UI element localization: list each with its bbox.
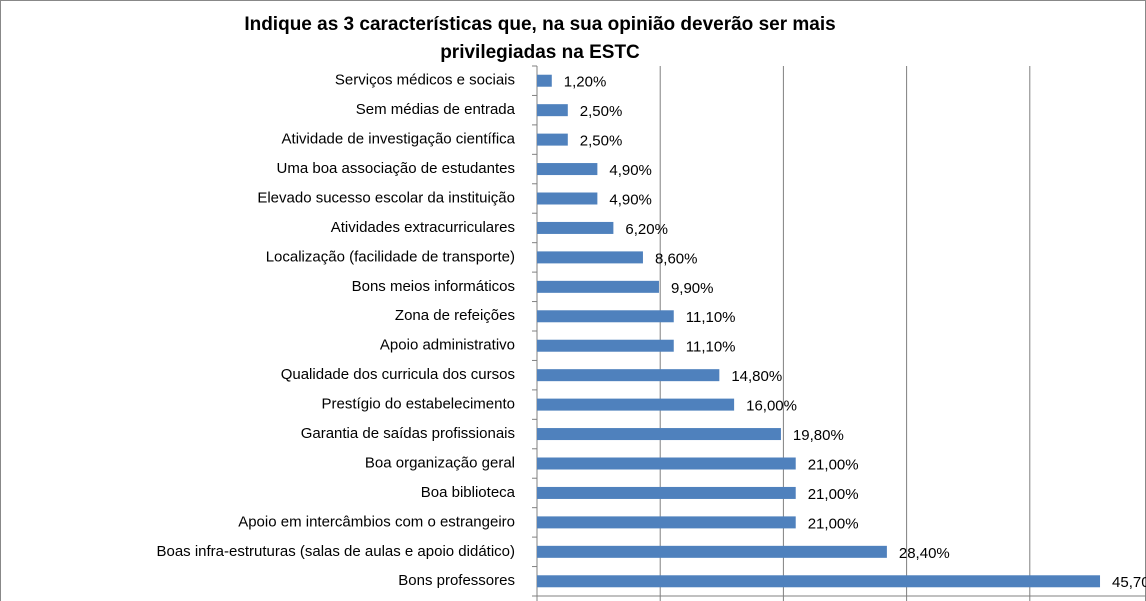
bar [537,163,598,176]
value-label: 21,00% [808,515,859,532]
bar [537,369,720,382]
y-tick-label: Serviços médicos e sociais [335,72,515,89]
value-label: 11,10% [686,339,736,356]
value-label: 14,80% [731,368,782,385]
y-tick-label: Elevado sucesso escolar da instituição [257,189,515,206]
value-label: 45,70% [1112,574,1146,591]
y-tick-label: Boas infra-estruturas (salas de aulas e … [156,543,515,560]
value-label: 8,60% [655,250,698,267]
chart-title: privilegiadas na ESTC [440,42,640,63]
bar [537,457,796,470]
value-label: 9,90% [671,280,714,297]
y-tick-label: Zona de refeições [395,307,515,324]
bar [537,251,643,264]
y-tick-label: Boa biblioteca [421,484,516,501]
bar [537,545,887,558]
y-tick-label: Bons professores [398,572,515,589]
value-label: 6,20% [625,221,668,238]
y-tick-label: Atividade de investigação científica [282,131,516,148]
y-tick-label: Bons meios informáticos [352,278,515,295]
y-tick-label: Apoio administrativo [380,337,515,354]
value-label: 21,00% [808,486,859,503]
bar [537,575,1101,588]
value-label: 16,00% [746,398,797,415]
chart-title: Indique as 3 características que, na sua… [244,14,835,35]
value-label: 4,90% [609,162,652,179]
y-tick-label: Uma boa associação de estudantes [277,160,515,177]
value-label: 2,50% [580,133,623,150]
bar [537,133,568,146]
value-label: 19,80% [793,427,844,444]
y-tick-label: Apoio em intercâmbios com o estrangeiro [238,513,515,530]
bar [537,310,674,323]
bar [537,280,659,293]
value-label: 2,50% [580,103,623,120]
value-label: 21,00% [808,456,859,473]
value-label: 1,20% [564,74,607,91]
y-tick-label: Sem médias de entrada [356,101,516,118]
bar [537,486,796,499]
y-tick-label: Prestígio do estabelecimento [322,396,515,413]
bar [537,339,674,352]
value-label: 28,40% [899,545,950,562]
bar [537,74,552,87]
bar [537,221,614,234]
y-tick-label: Qualidade dos curricula dos cursos [281,366,515,383]
y-tick-label: Localização (facilidade de transporte) [266,248,515,265]
bar [537,104,568,117]
bar [537,428,781,441]
value-label: 11,10% [686,309,736,326]
y-tick-label: Boa organização geral [365,454,515,471]
y-tick-label: Atividades extracurriculares [331,219,515,236]
value-label: 4,90% [609,191,652,208]
bar [537,516,796,529]
bar [537,398,735,411]
y-tick-label: Garantia de saídas profissionais [301,425,515,442]
bar [537,192,598,205]
